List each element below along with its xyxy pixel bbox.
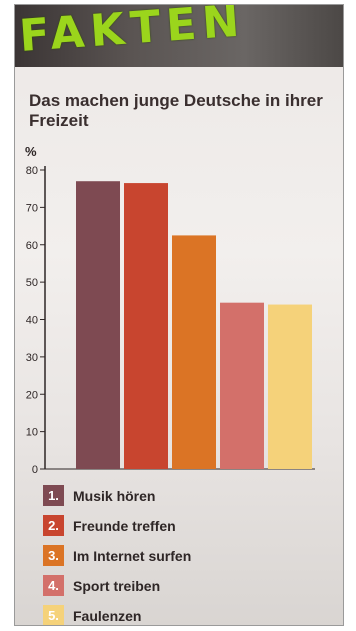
bar-3: [172, 235, 216, 469]
y-tick-label: 30: [26, 352, 38, 364]
legend-rank: 5.: [43, 605, 64, 625]
legend-item: 2. Freunde treffen: [43, 515, 303, 537]
y-tick-label: 50: [26, 277, 38, 289]
legend-label: Faulenzen: [73, 608, 142, 624]
infographic-card: FAKTEN Das machen junge Deutsche in ihre…: [14, 4, 344, 626]
y-tick-label: 80: [26, 165, 38, 177]
bar-1: [76, 181, 120, 469]
y-tick-label: 0: [32, 464, 38, 473]
bar-5: [268, 304, 312, 469]
legend-label: Sport treiben: [73, 578, 161, 594]
y-tick-label: 70: [26, 202, 38, 214]
legend-label: Freunde treffen: [73, 518, 176, 534]
bar-2: [124, 183, 168, 470]
y-tick-label: 40: [26, 315, 38, 327]
legend-rank: 3.: [43, 545, 64, 566]
legend-label: Im Internet surfen: [73, 548, 192, 564]
chart-subtitle: Das machen junge Deutsche in ihrer Freiz…: [29, 91, 323, 130]
y-axis-label: %: [25, 144, 37, 159]
y-axis: 0 10 20 30 40 50 60 70 80: [26, 165, 315, 473]
legend-rank: 4.: [43, 575, 64, 596]
legend-rank: 2.: [43, 515, 64, 536]
banner: FAKTEN: [15, 5, 343, 67]
y-tick-label: 10: [26, 427, 38, 439]
banner-title: FAKTEN: [17, 4, 247, 62]
bar-chart: % 0 10 20 30 40 50 60 70 80: [25, 144, 315, 473]
y-tick-label: 20: [26, 389, 38, 401]
legend-item: 4. Sport treiben: [43, 575, 303, 597]
y-tick-label: 60: [26, 240, 38, 252]
legend-item: 5. Faulenzen: [43, 605, 303, 625]
legend-item: 3. Im Internet surfen: [43, 545, 303, 567]
legend-item: 1. Musik hören: [43, 485, 303, 507]
legend-label: Musik hören: [73, 488, 156, 504]
legend-rank: 1.: [43, 485, 64, 506]
bars: [76, 181, 312, 470]
bar-4: [220, 302, 264, 469]
